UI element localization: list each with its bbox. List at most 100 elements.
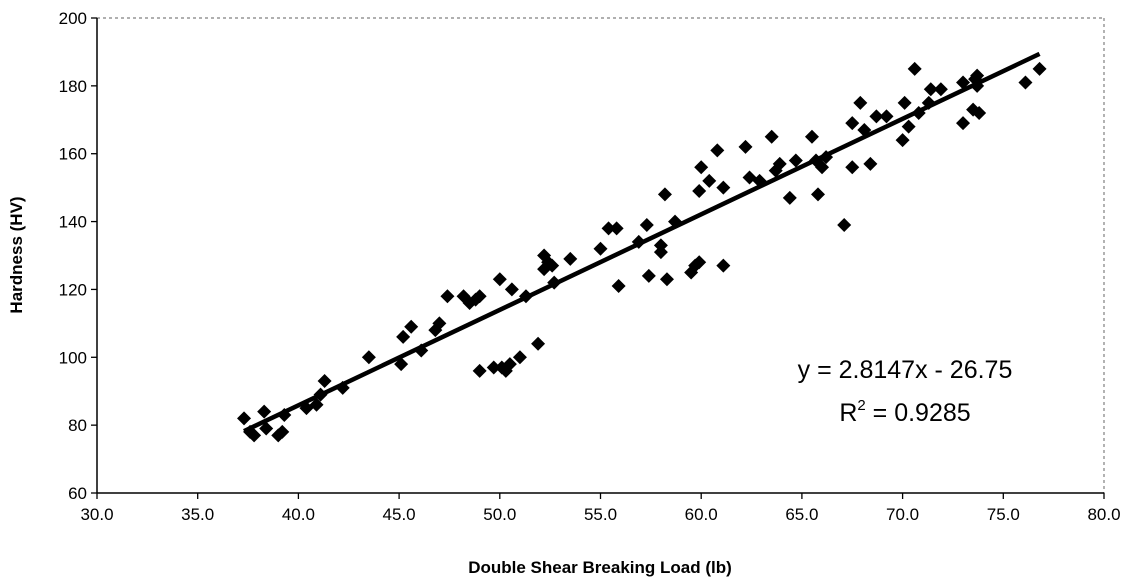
data-point [921,95,936,110]
data-point [970,68,985,83]
data-point [335,380,350,395]
data-point [492,272,507,287]
y-tick-label: 120 [59,280,87,299]
data-point [970,78,985,93]
y-tick-label: 140 [59,213,87,232]
data-point [933,82,948,97]
data-point [611,279,626,294]
x-axis-title: Double Shear Breaking Load (lb) [468,558,732,577]
data-point [1018,75,1033,90]
data-point [692,255,707,270]
y-axis-title: Hardness (HV) [7,196,26,313]
data-point [879,109,894,124]
data-point [897,95,912,110]
data-point [923,82,938,97]
x-tick-label: 65.0 [785,505,818,524]
data-point [414,343,429,358]
data-point [309,397,324,412]
data-point [1032,61,1047,76]
data-point [317,374,332,389]
r-squared-superscript: 2 [857,397,865,414]
data-point [313,387,328,402]
data-point [275,424,290,439]
data-point [694,160,709,175]
trendline-equation: y = 2.8147x - 26.75 [798,356,1013,384]
data-point [518,289,533,304]
data-point [853,95,868,110]
data-point [788,153,803,168]
y-tick-label: 100 [59,348,87,367]
data-point [631,234,646,249]
data-point [657,187,672,202]
data-point [702,173,717,188]
data-point [710,143,725,158]
x-axis-ticks: 30.0 35.0 40.0 45.0 50.0 55.0 60.0 65.0 70.0 75.0… [80,493,1121,524]
data-point [782,190,797,205]
data-point [259,421,274,436]
r-squared-value: = 0.9285 [866,399,971,427]
data-point [837,217,852,232]
data-point [956,75,971,90]
data-point [911,106,926,120]
data-point [811,187,826,202]
data-point [641,268,656,283]
data-point [716,258,731,273]
x-tick-label: 40.0 [282,505,315,524]
x-tick-label: 70.0 [886,505,919,524]
data-point [440,289,455,304]
data-point [257,404,272,419]
data-point [857,122,872,137]
data-point [432,316,447,331]
data-point [895,133,910,148]
data-point [361,350,376,365]
data-point [512,350,527,365]
data-point [863,156,878,171]
data-point [659,272,674,287]
r-squared-label: R2 = 0.9285 [839,397,970,427]
x-tick-label: 35.0 [181,505,214,524]
data-point [869,109,884,124]
data-point [531,336,546,351]
data-point [247,428,262,443]
data-point [277,407,292,422]
y-tick-label: 80 [68,416,87,435]
x-tick-label: 55.0 [584,505,617,524]
data-point [738,139,753,154]
data-point [653,238,668,253]
data-point [692,184,707,199]
data-point [486,360,501,375]
x-tick-label: 30.0 [80,505,113,524]
data-point [593,241,608,256]
y-axis-ticks: 60 80 100 120 140 160 180 200 [59,9,97,503]
data-point [502,357,517,372]
data-point [472,363,487,378]
data-point [563,251,578,266]
data-point [956,116,971,131]
x-tick-label: 50.0 [483,505,516,524]
data-point [815,160,830,175]
data-point [472,289,487,304]
data-point [907,61,922,76]
data-point [545,258,560,273]
data-point [752,173,767,188]
data-point [547,275,562,290]
x-tick-label: 75.0 [987,505,1020,524]
data-point [601,221,616,236]
data-point [404,319,419,334]
x-tick-label: 45.0 [383,505,416,524]
data-point [819,150,834,165]
data-point [845,160,860,175]
y-tick-label: 200 [59,9,87,28]
data-points [237,61,1047,443]
data-point [804,129,819,144]
y-tick-label: 60 [68,484,87,503]
data-point [668,214,683,229]
data-point [504,282,519,297]
data-point [772,156,787,171]
y-tick-label: 160 [59,145,87,164]
data-point [609,221,624,236]
y-tick-label: 180 [59,77,87,96]
